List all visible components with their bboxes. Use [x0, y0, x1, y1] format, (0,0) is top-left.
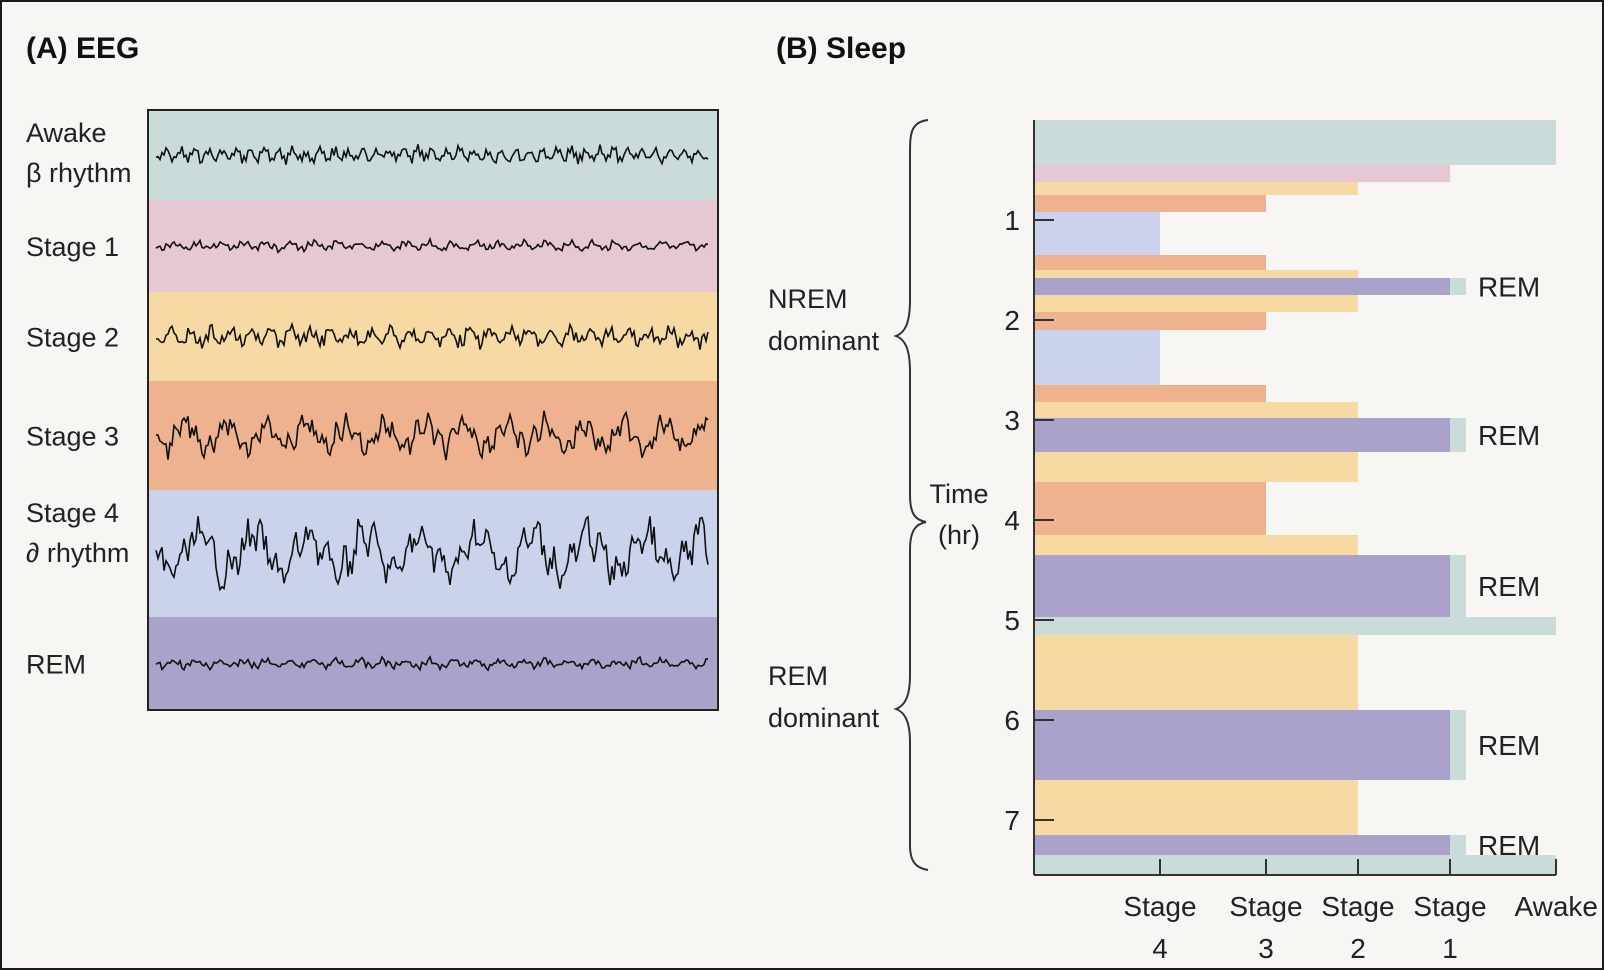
hypnogram-bar-stage3 — [1034, 385, 1266, 402]
hypnogram-bar-stage2 — [1034, 295, 1358, 312]
y-tick-label: 6 — [1004, 705, 1020, 736]
hypnogram-bar-stage3 — [1034, 255, 1266, 270]
rem-period-label: REM — [1478, 272, 1540, 303]
eeg-panel: Awake β rhythm Stage 1 Stage 2 Stage 3 Stage … — [26, 110, 718, 710]
y-tick-label: 1 — [1004, 205, 1020, 236]
hypnogram-bar-awake — [1034, 120, 1556, 165]
x-tick-label-number: 1 — [1442, 933, 1458, 964]
hypnogram-axes: 1 2 3 4 5 6 7 Stage 4 Stage 3 Stage 2 Stage 1 Awake — [1004, 120, 1598, 964]
hypnogram-bar-stage2 — [1034, 402, 1358, 418]
eeg-row-label-rem: REM — [26, 650, 86, 680]
eeg-row-label-stage1: Stage 1 — [26, 232, 119, 262]
x-tick-label-number: 2 — [1350, 933, 1366, 964]
rem-dominant-label-line1: REM — [768, 661, 828, 691]
y-tick-label: 5 — [1004, 605, 1020, 636]
time-axis-title: Time — [930, 479, 989, 509]
eeg-row-label-awake: Awake — [26, 118, 107, 148]
y-tick-label: 4 — [1004, 505, 1020, 536]
rem-marker-strip — [1450, 710, 1466, 780]
hypnogram-bar-stage3 — [1034, 312, 1266, 330]
rem-marker-strip — [1450, 418, 1466, 452]
time-axis-unit: (hr) — [938, 520, 980, 550]
hypnogram-bar-awake — [1034, 855, 1556, 875]
panel-a-title: (A) EEG — [26, 32, 139, 65]
y-tick-label: 7 — [1004, 805, 1020, 836]
hypnogram-bar-rem — [1034, 555, 1450, 617]
nrem-label-line2: dominant — [768, 326, 880, 356]
rem-marker-strip — [1450, 278, 1466, 295]
eeg-panel-border — [147, 109, 719, 711]
y-tick-label: 3 — [1004, 405, 1020, 436]
x-tick-label: Stage — [1413, 891, 1486, 922]
rem-dominant-label-line2: dominant — [768, 703, 880, 733]
hypnogram-bar-stage4 — [1034, 330, 1160, 385]
eeg-row-label-stage4: Stage 4 — [26, 498, 119, 528]
x-tick-label: Stage — [1123, 891, 1196, 922]
eeg-trace-stage2 — [155, 321, 709, 351]
rem-period-label: REM — [1478, 730, 1540, 761]
eeg-band-awake — [148, 110, 718, 200]
hypnogram-bar-stage4 — [1034, 212, 1160, 255]
hypnogram-bar-rem — [1034, 710, 1450, 780]
nrem-bracket — [893, 119, 929, 523]
hypnogram-bar-stage2 — [1034, 535, 1358, 555]
eeg-row-label-stage2: Stage 2 — [26, 323, 119, 353]
hypnogram-bar-stage2 — [1034, 635, 1358, 710]
x-tick-label: Awake — [1514, 891, 1598, 922]
eeg-row-sublabel-awake: β rhythm — [26, 158, 132, 188]
hypnogram-bar-rem — [1034, 278, 1450, 295]
eeg-trace-stage4 — [155, 515, 709, 592]
x-tick-label-number: 4 — [1152, 933, 1168, 964]
eeg-trace-rem — [155, 655, 709, 672]
rem-bracket — [893, 521, 929, 871]
nrem-label-line1: NREM — [768, 284, 848, 314]
rem-period-label: REM — [1478, 571, 1540, 602]
eeg-trace-stage3 — [155, 410, 709, 461]
eeg-row-sublabel-stage4: ∂ rhythm — [26, 538, 129, 568]
eeg-trace-awake — [155, 142, 709, 166]
x-tick-label: Stage — [1321, 891, 1394, 922]
x-tick-label-number: 3 — [1258, 933, 1274, 964]
hypnogram-bar-stage3 — [1034, 482, 1266, 535]
y-tick-label: 2 — [1004, 305, 1020, 336]
eeg-row-label-stage3: Stage 3 — [26, 422, 119, 452]
hypnogram-bar-stage2 — [1034, 182, 1358, 195]
hypnogram-bar-stage1 — [1034, 165, 1450, 182]
rem-marker-strip — [1450, 835, 1466, 855]
eeg-trace-stage1 — [155, 236, 709, 254]
hypnogram-bar-stage3 — [1034, 195, 1266, 212]
hypnogram-bar-stage2 — [1034, 452, 1358, 482]
rem-period-label: REM — [1478, 420, 1540, 451]
rem-marker-strip — [1450, 555, 1466, 617]
hypnogram-bar-rem — [1034, 835, 1450, 855]
panel-b-title: (B) Sleep — [776, 32, 906, 65]
hypnogram-bar-rem — [1034, 418, 1450, 452]
hypnogram-bar-stage2 — [1034, 270, 1358, 278]
hypnogram-bar-awake — [1034, 617, 1556, 635]
x-tick-label: Stage — [1229, 891, 1302, 922]
hypnogram-bar-stage2 — [1034, 780, 1358, 835]
